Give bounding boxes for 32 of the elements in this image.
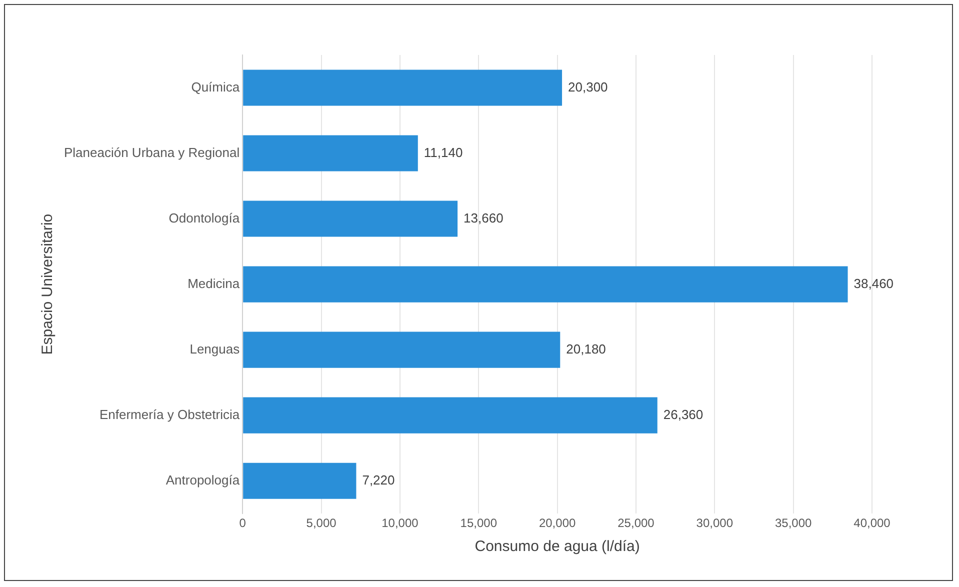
y-tick-label: Odontología: [168, 210, 240, 226]
bar: [243, 70, 562, 106]
x-axis-title: Consumo de agua (l/día): [474, 538, 640, 556]
bar: [243, 266, 848, 302]
data-label: 11,140: [424, 144, 463, 160]
x-tick-label: 25,000: [618, 516, 655, 530]
bar: [243, 397, 658, 434]
bar: [243, 135, 418, 172]
y-tick-label: Planeación Urbana y Regional: [64, 144, 240, 160]
y-tick-label: Química: [191, 79, 240, 94]
x-tick-label: 30,000: [696, 516, 734, 530]
x-tick-label: 15,000: [460, 516, 498, 530]
bar: [243, 332, 560, 368]
bar: [243, 200, 458, 237]
x-tick-label: 0: [239, 516, 246, 530]
data-label: 13,660: [464, 210, 504, 226]
x-tick-label: 35,000: [774, 516, 812, 530]
y-tick-label: Lenguas: [190, 341, 240, 356]
x-tick-label: 5,000: [306, 516, 337, 530]
data-label: 26,360: [663, 406, 704, 422]
data-label: 20,300: [568, 79, 608, 94]
y-axis-title: Espacio Universitario: [39, 214, 56, 355]
bar: [243, 462, 356, 499]
y-tick-label: Enfermería y Obstetricia: [99, 406, 240, 422]
x-tick-label: 20,000: [538, 516, 576, 530]
y-tick-label: Antropología: [166, 472, 240, 488]
data-label: 7,220: [362, 472, 395, 488]
data-label: 20,180: [566, 341, 606, 356]
y-tick-label: Medicina: [188, 276, 240, 291]
x-tick-label: 10,000: [382, 516, 419, 530]
data-label: 38,460: [854, 276, 894, 291]
x-tick-label: 40,000: [854, 516, 891, 530]
